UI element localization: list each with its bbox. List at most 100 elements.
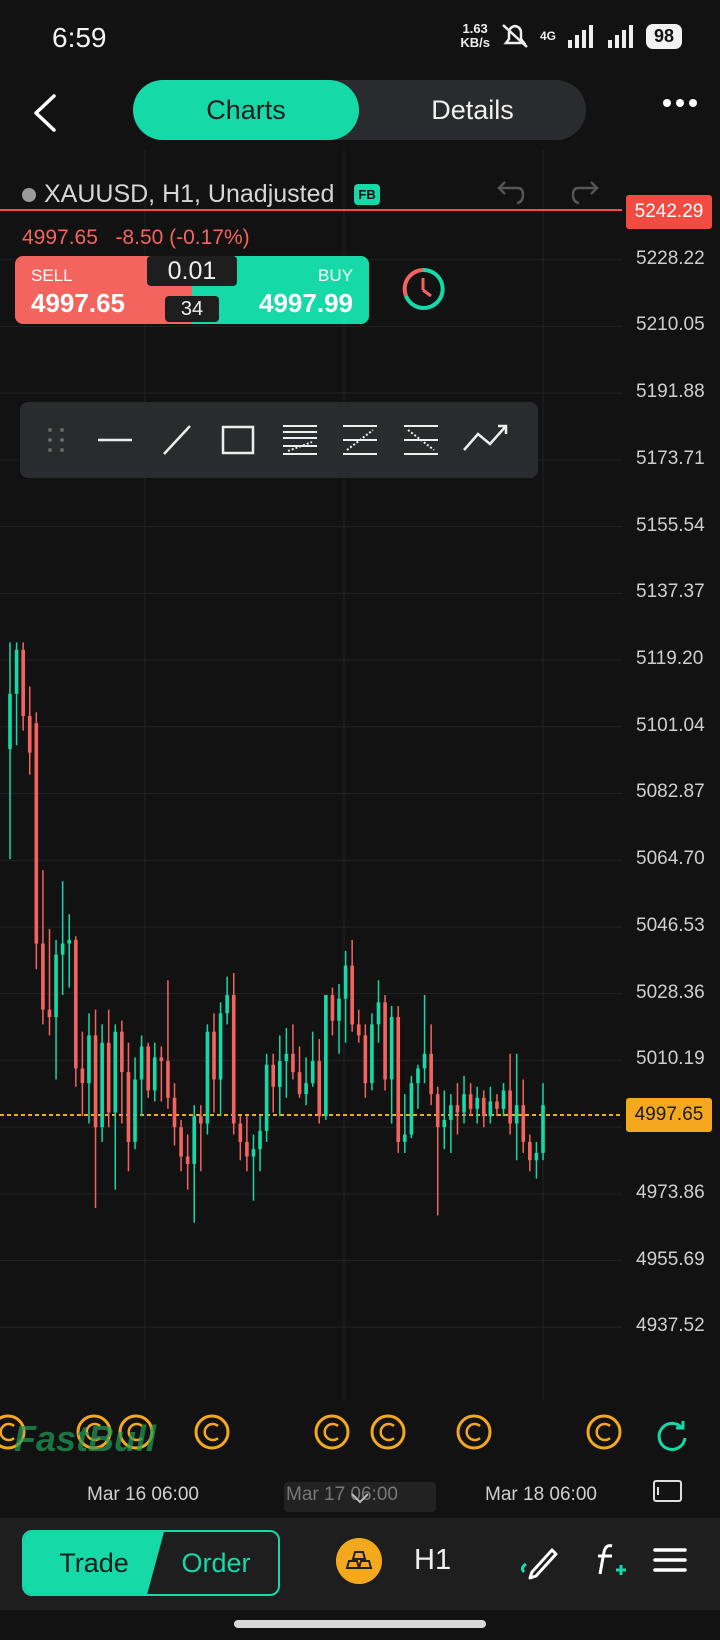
candle-up — [416, 1068, 420, 1084]
timeframe-selector[interactable]: H1 — [414, 1544, 452, 1576]
high-price-tag: 5242.29 — [626, 195, 712, 229]
candle-down — [166, 1061, 170, 1098]
candle-down — [317, 1061, 322, 1117]
candle-up — [258, 1130, 262, 1150]
current-price-tag: 4997.65 — [626, 1098, 712, 1132]
home-indicator — [234, 1620, 486, 1628]
event-marker-glyph — [203, 1422, 219, 1442]
event-marker-glyph — [323, 1422, 339, 1442]
bell-muted-icon — [502, 24, 528, 48]
event-marker[interactable] — [0, 1414, 26, 1450]
candle-up — [370, 1024, 374, 1084]
back-icon[interactable] — [22, 88, 72, 138]
candle-down — [238, 1123, 243, 1142]
rectangle-icon[interactable] — [221, 425, 255, 455]
fib-fan-icon[interactable] — [404, 425, 438, 455]
candle-down — [455, 1105, 460, 1113]
countdown-timer-icon[interactable] — [400, 266, 446, 312]
candle-up — [304, 1083, 308, 1095]
more-icon[interactable] — [662, 96, 698, 110]
candle-down — [356, 1024, 361, 1036]
menu-icon[interactable] — [652, 1544, 688, 1576]
event-marker[interactable] — [370, 1414, 406, 1450]
spread-value: 34 — [165, 296, 219, 322]
y-tick-label: 5173.71 — [636, 447, 705, 469]
tab-charts[interactable]: Charts — [133, 80, 359, 140]
candle-down — [179, 1127, 183, 1157]
candle-down — [212, 1031, 216, 1080]
event-marker[interactable] — [118, 1414, 154, 1450]
x-tick-label: Mar 18 06:00 — [485, 1484, 597, 1505]
fib-retracement-icon[interactable] — [283, 425, 317, 455]
event-marker[interactable] — [456, 1414, 492, 1450]
symbol-info[interactable]: XAUUSD, H1, Unadjusted FB — [22, 180, 380, 209]
event-marker[interactable] — [314, 1414, 350, 1450]
candle-up — [100, 1042, 104, 1128]
candle-down — [199, 1116, 203, 1124]
candle-up — [462, 1094, 466, 1113]
event-marker[interactable] — [586, 1414, 622, 1450]
event-marker[interactable] — [76, 1414, 112, 1450]
undo-icon[interactable] — [492, 176, 526, 210]
candle-down — [468, 1094, 473, 1109]
draw-tool-icon[interactable] — [518, 1542, 558, 1580]
trend-line-icon[interactable] — [163, 425, 191, 455]
reset-chart-icon[interactable] — [654, 1418, 690, 1454]
candle-down — [73, 939, 78, 1069]
y-tick-label: 5119.20 — [636, 648, 704, 670]
order-button[interactable]: Order — [181, 1547, 251, 1578]
trade-button[interactable]: Trade — [24, 1532, 164, 1594]
candle-down — [172, 1097, 177, 1128]
trade-order-switch: Trade Order — [22, 1530, 280, 1596]
redo-icon[interactable] — [570, 176, 604, 210]
candle-up — [192, 1116, 197, 1164]
candle-up — [87, 1035, 91, 1084]
indicator-icon[interactable] — [590, 1540, 630, 1580]
candle-down — [481, 1097, 486, 1117]
candle-up — [324, 994, 328, 1117]
battery-level: 98 — [645, 23, 682, 49]
event-marker-glyph — [85, 1422, 101, 1442]
x-axis-handle[interactable] — [284, 1482, 436, 1512]
candle-down — [245, 1141, 249, 1157]
candle-down — [80, 1068, 85, 1084]
candle-up — [251, 1149, 256, 1157]
buy-price: 4997.99 — [259, 288, 353, 318]
candle-up — [284, 1053, 289, 1062]
candle-down — [126, 1072, 131, 1142]
buy-label: BUY — [318, 266, 353, 285]
network-type: 4G — [539, 29, 556, 43]
parallel-channel-icon[interactable] — [343, 425, 377, 455]
candle-down — [350, 965, 354, 1025]
candle-down — [291, 1053, 295, 1073]
gold-bars-icon[interactable] — [336, 1538, 382, 1584]
layout-toggle-icon[interactable] — [652, 1478, 684, 1504]
price-chart[interactable] — [0, 150, 720, 1520]
candle-down — [47, 1009, 52, 1018]
y-tick-label: 4937.52 — [636, 1315, 705, 1337]
candle-down — [297, 1072, 302, 1095]
candle-down — [383, 1002, 387, 1080]
event-marker-glyph — [0, 1422, 15, 1442]
candle-up — [310, 1061, 315, 1084]
change-value: -8.50 (-0.17%) — [115, 226, 250, 249]
tab-details[interactable]: Details — [431, 94, 514, 125]
candle-up — [337, 998, 341, 1021]
candle-up — [54, 954, 58, 1018]
signal-icon — [567, 25, 593, 48]
event-markers[interactable] — [0, 1414, 622, 1450]
candle-up — [67, 939, 72, 944]
chevron-down-icon[interactable] — [348, 1490, 372, 1506]
candle-down — [41, 943, 45, 1010]
symbol-name: XAUUSD, H1, Unadjusted — [44, 180, 335, 208]
drag-handle-icon[interactable] — [48, 428, 64, 452]
polyline-icon[interactable] — [463, 424, 508, 451]
y-tick-label: 5191.88 — [636, 381, 705, 403]
net-speed-value: 1.63 — [462, 21, 488, 36]
lot-size-input[interactable]: 0.01 — [147, 256, 237, 286]
candle-up — [205, 1031, 210, 1124]
chart-grid — [0, 150, 622, 1400]
event-marker[interactable] — [194, 1414, 230, 1450]
candle-up — [475, 1097, 480, 1109]
candle-up — [343, 965, 348, 999]
